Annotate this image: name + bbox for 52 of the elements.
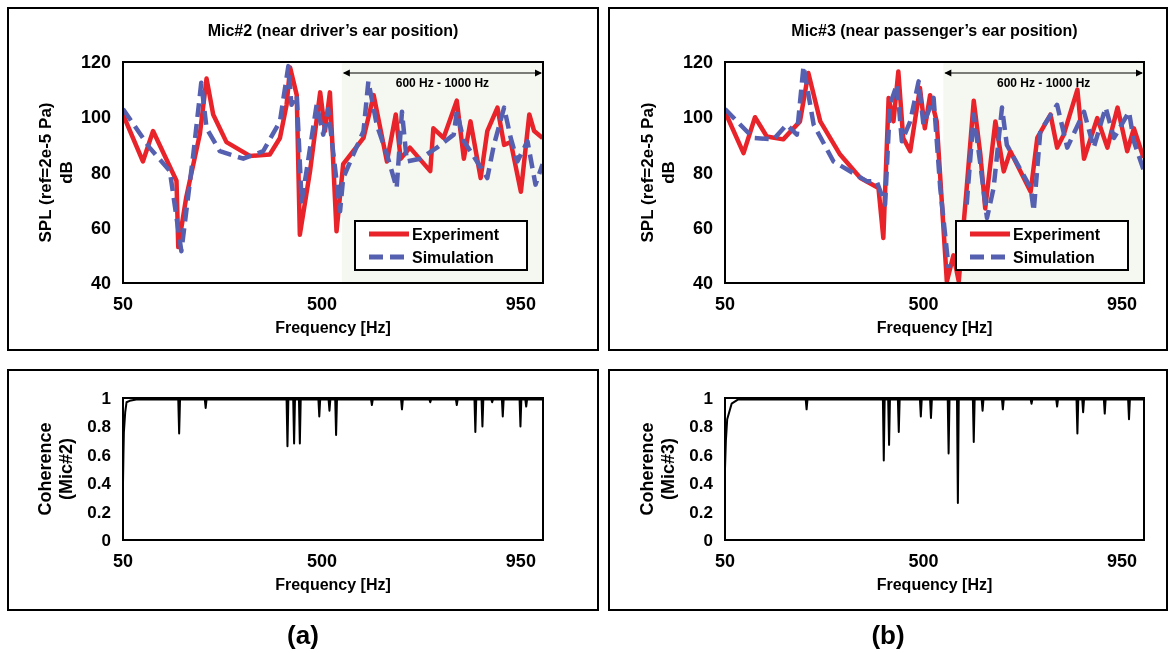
x-tick-label: 950 <box>1106 551 1137 571</box>
chart-title: Mic#2 (near driver’s ear position) <box>207 22 459 39</box>
y-tick-label: 60 <box>692 217 713 238</box>
y-axis-title: SPL (ref=2e-5 Pa) dB <box>637 102 678 243</box>
y-tick-label: 0.2 <box>87 502 111 522</box>
y-tick-label: 40 <box>90 273 111 293</box>
y-tick-label: 0.8 <box>689 417 713 437</box>
y-tick-label: 100 <box>682 107 713 128</box>
text: (b) <box>871 620 905 650</box>
legend-label: Experiment <box>412 226 500 243</box>
x-tick-label: 950 <box>505 294 536 314</box>
y-tick-label: 80 <box>90 162 111 183</box>
x-tick-label: 50 <box>714 551 736 571</box>
text: (a) <box>287 620 319 650</box>
x-tick-label: 50 <box>112 551 134 571</box>
chart-title: Mic#3 (near passenger’s ear position) <box>791 22 1078 39</box>
x-tick-label: 500 <box>908 551 939 571</box>
legend-label: Simulation <box>1013 249 1095 266</box>
band-label: 600 Hz - 1000 Hz <box>395 76 490 90</box>
x-tick-label: 500 <box>306 551 337 571</box>
y-tick-label: 120 <box>80 52 111 72</box>
y-tick-label: 1 <box>703 389 713 408</box>
x-axis-title: Frequency [Hz] <box>876 576 993 593</box>
y-tick-label: 0.4 <box>689 474 714 494</box>
y-axis-title: SPL (ref=2e-5 Pa) dB <box>35 102 76 243</box>
legend-label: Experiment <box>1013 226 1101 243</box>
y-tick-label: 0 <box>703 531 713 550</box>
y-tick-label: 0 <box>101 531 111 550</box>
y-tick-label: 0.2 <box>689 502 713 522</box>
x-tick-label: 50 <box>112 294 134 314</box>
band-label: 600 Hz - 1000 Hz <box>996 76 1091 90</box>
y-tick-label: 0.6 <box>87 445 111 465</box>
x-tick-label: 50 <box>714 294 736 314</box>
y-tick-label: 100 <box>80 107 111 128</box>
y-tick-label: 80 <box>692 162 713 183</box>
x-tick-label: 500 <box>908 294 939 314</box>
legend-label: Simulation <box>412 249 494 266</box>
x-tick-label: 950 <box>505 551 536 571</box>
x-axis-title: Frequency [Hz] <box>275 576 391 593</box>
y-tick-label: 0.8 <box>87 417 111 437</box>
y-axis-title: Coherence (Mic#2) <box>34 422 76 516</box>
x-tick-label: 500 <box>306 294 337 314</box>
y-tick-label: 1 <box>101 389 111 408</box>
x-tick-label: 950 <box>1106 294 1137 314</box>
y-tick-label: 60 <box>90 217 111 238</box>
y-tick-label: 120 <box>682 52 713 72</box>
y-tick-label: 0.6 <box>689 445 713 465</box>
x-axis-title: Frequency [Hz] <box>876 319 993 336</box>
y-axis-title: Coherence (Mic#3) <box>636 422 678 516</box>
x-axis-title: Frequency [Hz] <box>275 319 391 336</box>
y-tick-label: 0.4 <box>87 474 112 494</box>
y-tick-label: 40 <box>692 273 713 293</box>
